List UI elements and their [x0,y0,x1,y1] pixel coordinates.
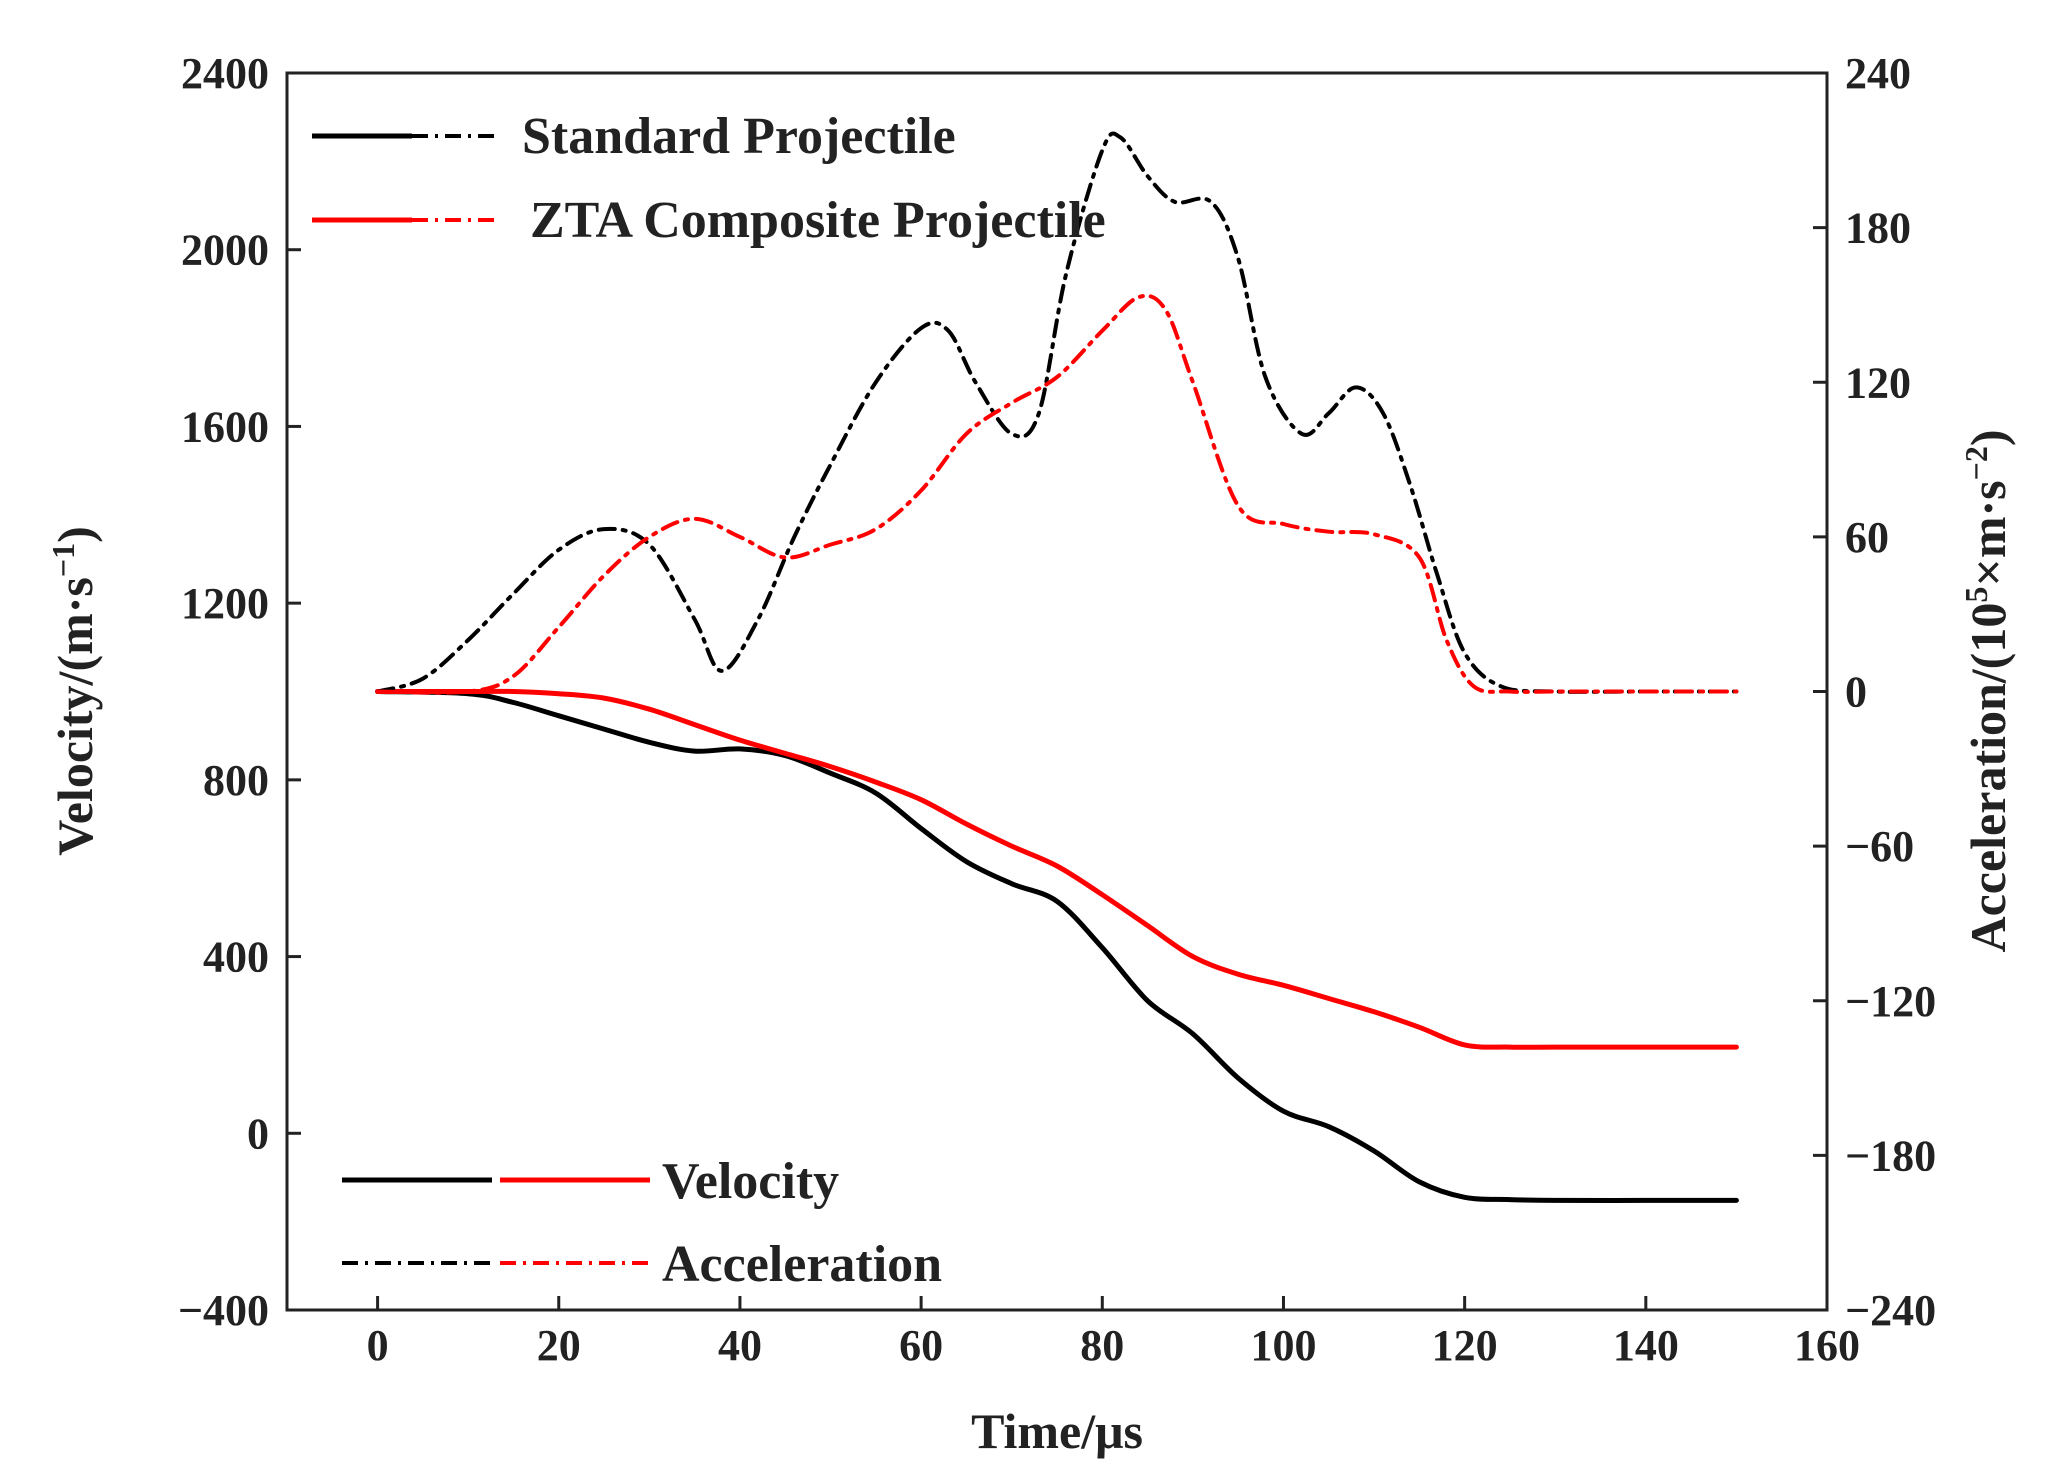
x-axis-title: Time/μs [971,1403,1143,1459]
y-left-title-end: ) [47,526,103,543]
y-right-tick-label-8: 240 [1845,49,1911,98]
y-right-tick-label-4: 0 [1845,668,1867,717]
y-right-tick-label-3: −60 [1845,822,1914,871]
series-line-standard-projectile-acceleration [375,131,1739,694]
y-left-tick-label-4: 1200 [181,579,269,628]
y-right-title-sup1: 5 [1958,587,1994,603]
legend-bottom: Velocity Acceleration [342,1153,942,1293]
x-tick-label-0: 0 [367,1321,389,1370]
x-tick-label-20: 20 [537,1321,581,1370]
x-axis-ticks: 0 20 40 60 80 100 120 140 160 [367,1296,1860,1370]
y-left-tick-label-3: 800 [203,756,269,805]
legend-top: Standard Projectile ZTA Composite Projec… [312,108,1106,249]
x-tick-label-80: 80 [1080,1321,1124,1370]
x-tick-label-140: 140 [1613,1321,1679,1370]
y-left-tick-label-7: 2400 [181,49,269,98]
y-left-tick-label-1: 0 [247,1109,269,1158]
x-tick-label-120: 120 [1432,1321,1498,1370]
y-right-tick-label-7: 180 [1845,204,1911,253]
y-right-tick-label-6: 120 [1845,358,1911,407]
y-left-tick-label-6: 2000 [181,226,269,275]
x-tick-label-100: 100 [1250,1321,1316,1370]
y-left-title-main: Velocity/(m·s [47,577,103,856]
legend-acceleration-label: Acceleration [662,1236,942,1293]
legend-zta-label: ZTA Composite Projectile [530,192,1106,249]
y-right-tick-label-0: −240 [1845,1286,1936,1335]
x-tick-label-160: 160 [1794,1321,1860,1370]
series-line-standard-projectile-velocity [375,689,1739,1203]
y-right-title-mid: ×m·s [1960,480,2016,586]
x-tick-label-40: 40 [718,1321,762,1370]
y-right-tick-label-5: 60 [1845,513,1889,562]
y-left-tick-label-2: 400 [203,933,269,982]
y-left-title-sup: −1 [45,543,81,577]
series-line-zta-composite-projectile-acceleration [375,293,1739,695]
y-left-tick-label-0: −400 [178,1286,269,1335]
legend-standard-label: Standard Projectile [522,108,956,165]
y-left-tick-label-5: 1600 [181,402,269,451]
y-right-title-main: Acceleration/(10 [1960,603,2016,953]
series-line-zta-composite-projectile-velocity [375,688,1739,1050]
series-layer [375,131,1739,1203]
y-right-title-sup2: −2 [1958,446,1994,480]
x-tick-label-60: 60 [899,1321,943,1370]
y-axis-right-ticks: −240 −180 −120 −60 0 60 120 180 240 [1813,49,1936,1335]
y-right-tick-label-2: −120 [1845,977,1936,1026]
y-axis-right-title: Acceleration/(105×m·s−2) [1958,429,2016,952]
y-axis-left-ticks: −400 0 400 800 1200 1600 2000 2400 [178,49,301,1335]
y-axis-left-title: Velocity/(m·s−1) [45,526,103,856]
y-right-title-end: ) [1960,429,2016,446]
y-right-tick-label-1: −180 [1845,1131,1936,1180]
legend-velocity-label: Velocity [662,1153,839,1210]
